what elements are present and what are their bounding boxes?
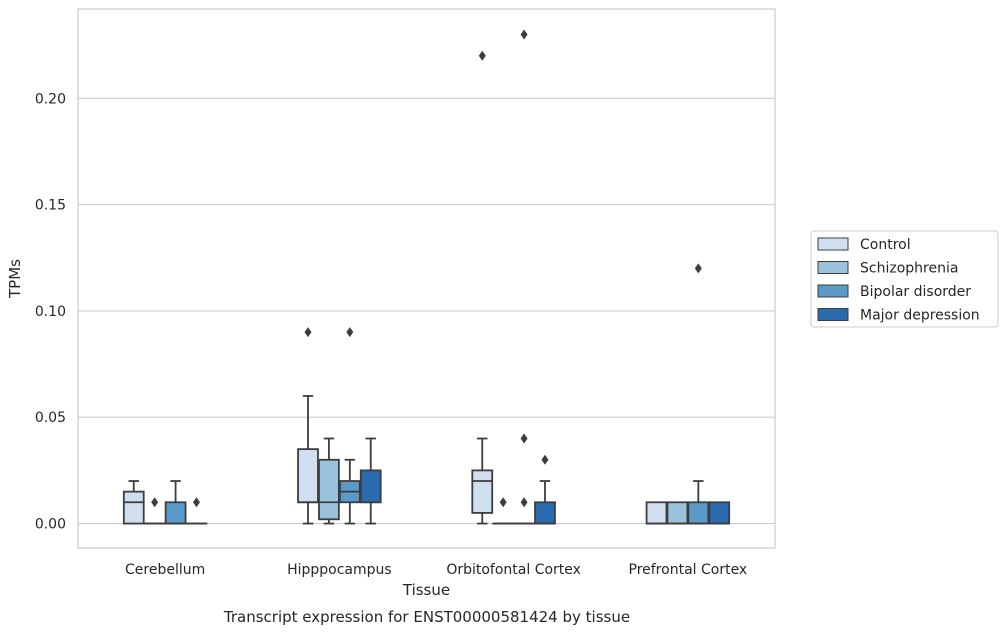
- outlier-point: [520, 497, 528, 508]
- box-iqr: [318, 458, 340, 521]
- box-1-2: [338, 327, 361, 525]
- box-2-1: [492, 497, 515, 525]
- outlier-point: [346, 327, 354, 338]
- box-0-3: [185, 497, 208, 525]
- legend-swatch: [817, 237, 849, 251]
- outlier-point: [694, 263, 702, 274]
- box-iqr: [666, 501, 689, 525]
- y-tick-label: 0.00: [35, 517, 66, 533]
- outlier-point: [478, 50, 486, 61]
- x-axis-title: Tissue: [402, 581, 450, 599]
- outlier-point: [304, 327, 312, 338]
- box-3-0: [645, 501, 668, 525]
- box-0-2: [164, 480, 187, 525]
- y-tick-label: 0.15: [35, 198, 66, 214]
- box-1-1: [318, 437, 340, 525]
- legend: Control Schizophrenia Bipolar disorder Majo…: [810, 230, 999, 328]
- plot-frame: [77, 8, 776, 549]
- legend-label: Control: [860, 237, 911, 253]
- outlier-point: [499, 497, 507, 508]
- x-tick-label: Hipppocampus: [287, 562, 392, 578]
- box-iqr: [534, 501, 556, 525]
- box-1-3: [359, 437, 382, 525]
- legend-label: Bipolar disorder: [860, 284, 971, 300]
- outlier-point: [520, 29, 528, 40]
- outlier-point: [151, 497, 159, 508]
- box-2-2: [513, 29, 535, 525]
- legend-label: Schizophrenia: [860, 261, 958, 277]
- outlier-point: [520, 433, 528, 444]
- y-tick-label: 0.05: [35, 410, 66, 426]
- box-iqr: [687, 501, 710, 525]
- box-0-0: [122, 480, 145, 525]
- box-iqr: [122, 490, 145, 525]
- box-3-2: [687, 263, 710, 525]
- outlier-point: [541, 454, 549, 465]
- y-tick-labels: 0.00 0.05 0.10 0.15 0.20: [35, 91, 66, 532]
- x-tick-label: Prefrontal Cortex: [629, 562, 748, 578]
- box-iqr: [297, 448, 319, 504]
- legend-swatch: [817, 308, 849, 321]
- box-3-1: [666, 501, 689, 525]
- outlier-point: [192, 497, 200, 508]
- box-2-0: [471, 50, 494, 525]
- box-iqr: [164, 501, 187, 525]
- chart-caption: Transcript expression for ENST0000058142…: [223, 608, 630, 626]
- legend-swatch: [817, 261, 849, 274]
- box-1-0: [297, 327, 319, 525]
- legend-frame: [810, 230, 999, 328]
- box-iqr: [471, 469, 494, 514]
- box-iqr: [359, 469, 382, 504]
- box-iqr: [645, 501, 668, 525]
- x-tick-labels: Cerebellum Hipppocampus Orbitofontal Corte…: [125, 562, 747, 578]
- x-tick-label: Cerebellum: [125, 562, 205, 578]
- box-2-3: [534, 454, 556, 525]
- box-iqr: [708, 501, 731, 525]
- y-axis-title: TPMs: [6, 259, 24, 299]
- legend-label: Major depression: [860, 308, 980, 324]
- box-3-3: [708, 501, 731, 525]
- y-tick-label: 0.20: [35, 91, 66, 107]
- gridlines: [78, 97, 775, 525]
- y-tick-label: 0.10: [35, 304, 66, 320]
- legend-swatch: [817, 284, 849, 298]
- x-tick-label: Orbitofontal Cortex: [446, 562, 581, 578]
- box-0-1: [143, 497, 166, 525]
- box-layer: [122, 29, 731, 525]
